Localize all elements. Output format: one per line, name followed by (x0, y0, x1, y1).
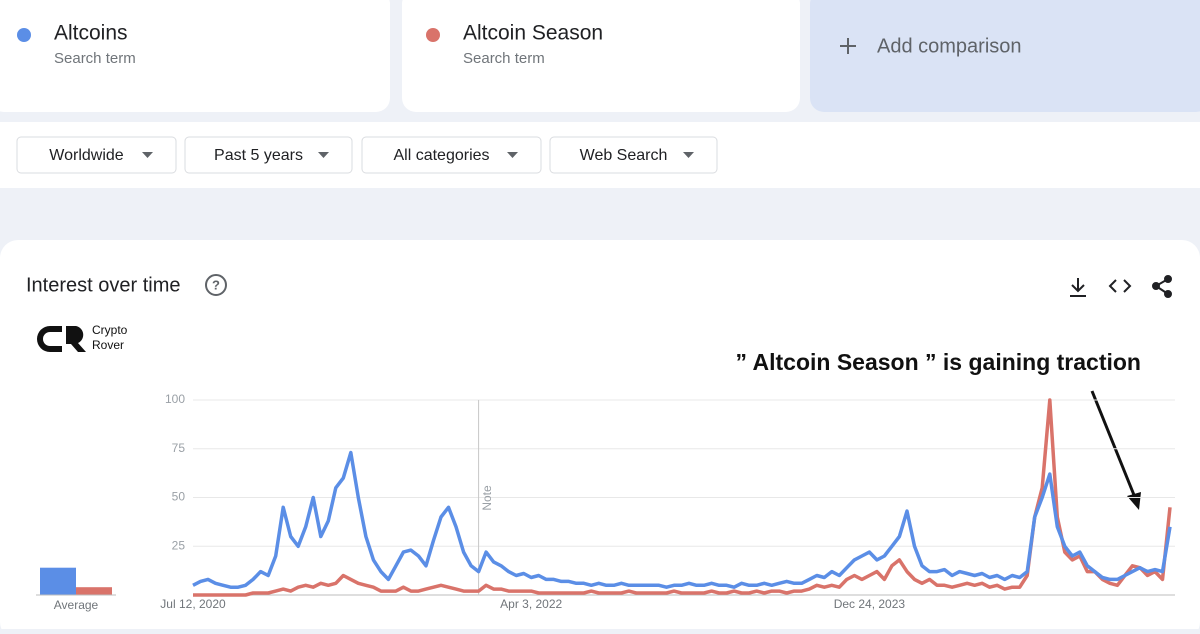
filter-button[interactable] (361, 136, 542, 174)
dropdown-arrow (507, 152, 518, 158)
panel (0, 240, 1200, 634)
dropdown-arrow (683, 152, 694, 158)
average-label: Average (54, 598, 99, 612)
term-dot (426, 28, 440, 42)
panel-title: Interest over time (26, 274, 181, 296)
dropdown-arrow (318, 152, 329, 158)
annotation-arrow (1090, 390, 1138, 501)
annotation: ” Altcoin Season ” is gaining traction (735, 349, 1141, 375)
y-tick-label: 75 (172, 441, 186, 455)
average-bar (40, 567, 76, 595)
term-dot (17, 28, 31, 42)
term-sub: Search term (463, 50, 545, 67)
series-line (192, 450, 1172, 589)
term-sub: Search term (54, 50, 136, 67)
filter-button[interactable] (549, 136, 718, 174)
logo-mark (37, 326, 86, 352)
filter-label: Worldwide (49, 147, 124, 164)
plus-icon (840, 38, 856, 54)
add-card[interactable] (810, 0, 1200, 112)
series-line (193, 398, 1172, 597)
term-card[interactable] (0, 0, 390, 112)
download-icon[interactable] (1070, 278, 1086, 297)
filter-label: All categories (393, 147, 489, 164)
y-tick-label: 50 (172, 490, 186, 504)
logo-text: Rover (92, 338, 124, 352)
filter-button[interactable] (184, 136, 353, 174)
embed-icon[interactable] (1108, 279, 1132, 293)
filter-button[interactable] (16, 136, 177, 174)
add-comparison[interactable]: Add comparison (877, 35, 1022, 57)
dropdown-arrow (142, 152, 153, 158)
y-tick-label: 100 (165, 392, 185, 406)
share-icon[interactable] (1152, 275, 1172, 298)
help-icon[interactable] (205, 274, 227, 296)
term-name: Altcoin Season (463, 22, 603, 45)
term-card[interactable] (402, 0, 800, 112)
y-tick-label: 25 (172, 538, 186, 552)
average-bar (76, 587, 112, 595)
arrow-head (1127, 492, 1141, 510)
x-tick-label: Dec 24, 2023 (834, 597, 906, 611)
term-name: Altcoins (54, 22, 128, 45)
x-tick-label: Jul 12, 2020 (160, 597, 226, 611)
help-mark: ? (212, 277, 220, 292)
note-label: Note (480, 485, 494, 511)
logo-text: Crypto (92, 323, 128, 337)
x-tick-label: Apr 3, 2022 (500, 597, 562, 611)
filter-label: Past 5 years (214, 147, 303, 164)
filter-label: Web Search (580, 147, 668, 164)
